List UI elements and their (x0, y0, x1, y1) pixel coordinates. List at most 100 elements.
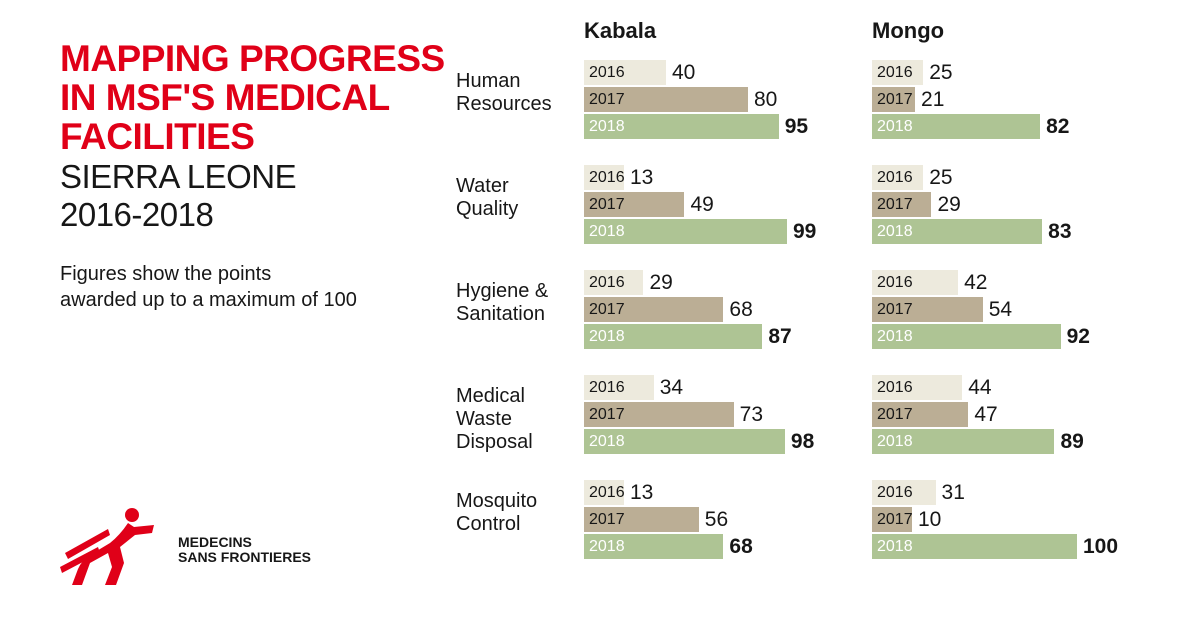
chart-rows: 2016402017802018952016252017212018822016… (584, 60, 1160, 585)
bar-row: 201899 (584, 219, 854, 244)
value-label: 82 (1046, 115, 1069, 139)
bar: 2017 (872, 297, 983, 322)
bar: 2016 (872, 60, 923, 85)
site-block: 201625201729201883 (872, 165, 1142, 270)
year-in-bar: 2016 (877, 484, 913, 502)
value-label: 13 (630, 166, 653, 190)
site-block: 201642201754201892 (872, 270, 1142, 375)
chart-row: 201613201749201899201625201729201883 (584, 165, 1160, 270)
bar: 2018 (872, 429, 1054, 454)
bar: 2017 (584, 87, 748, 112)
bar: 2018 (584, 219, 787, 244)
year-in-bar: 2017 (589, 196, 625, 214)
bar: 2018 (872, 114, 1040, 139)
category-labels-column: HumanResourcesWaterQualityHygiene &Sanit… (456, 18, 576, 627)
value-label: 29 (649, 271, 672, 295)
year-in-bar: 2017 (589, 301, 625, 319)
bar: 2018 (872, 324, 1061, 349)
site-block: 201640201780201895 (584, 60, 854, 165)
caption: Figures show the points awarded up to a … (60, 261, 456, 313)
bar-row: 201882 (872, 114, 1142, 139)
bar: 2016 (872, 375, 962, 400)
bar-row: 201754 (872, 297, 1142, 322)
bar: 2017 (872, 87, 915, 112)
value-label: 68 (729, 535, 752, 559)
bar-row: 2018 83 (872, 219, 1142, 244)
logo-text-line-1: MEDECINS (178, 535, 311, 550)
value-label: 25 (929, 61, 952, 85)
bar: 2016 (584, 375, 654, 400)
bar-row: 2016 31 (872, 480, 1142, 505)
year-in-bar: 2016 (589, 379, 625, 397)
bar-row: 2018 98 (584, 429, 854, 454)
bar-row: 201613 (584, 165, 854, 190)
year-in-bar: 2016 (877, 274, 913, 292)
year-in-bar: 2016 (877, 64, 913, 82)
year-in-bar: 2016 (877, 169, 913, 187)
bar-row: 201642 (872, 270, 1142, 295)
year-in-bar: 2017 (589, 511, 625, 529)
bar-row: 2016 34 (584, 375, 854, 400)
title-line-1: MAPPING PROGRESS (60, 40, 456, 79)
title-line-3: FACILITIES (60, 118, 456, 157)
bar: 2016 (584, 60, 666, 85)
value-label: 89 (1060, 430, 1083, 454)
year-in-bar: 2018 (589, 538, 625, 556)
bar-row: 2017 10 (872, 507, 1142, 532)
year-in-bar: 2017 (589, 91, 625, 109)
site-block: 201634201773201898 (584, 375, 854, 480)
value-label: 44 (968, 376, 991, 400)
category-label-line: Resources (456, 93, 576, 116)
value-label: 31 (942, 481, 965, 505)
value-label: 73 (740, 403, 763, 427)
bar: 2016 (872, 165, 923, 190)
bar: 2018 (584, 429, 785, 454)
bar-row: 201756 (584, 507, 854, 532)
value-label: 92 (1067, 325, 1090, 349)
bar: 2017 (872, 402, 968, 427)
value-label: 21 (921, 88, 944, 112)
value-label: 98 (791, 430, 814, 454)
bar: 2016 (872, 480, 936, 505)
site-header: Mongo (872, 18, 1160, 60)
bar: 2017 (584, 192, 684, 217)
chart-row: 201629201768201887201642201754201892 (584, 270, 1160, 375)
year-in-bar: 2017 (877, 511, 913, 529)
chart-row: 201640201780201895201625201721201882 (584, 60, 1160, 165)
value-label: 13 (630, 481, 653, 505)
year-in-bar: 2018 (589, 433, 625, 451)
bar-row: 2016 13 (584, 480, 854, 505)
year-in-bar: 2018 (589, 118, 625, 136)
bar-row: 201889 (872, 429, 1142, 454)
msf-logo-icon (60, 505, 170, 595)
year-in-bar: 2017 (877, 91, 913, 109)
caption-line-1: Figures show the points (60, 261, 456, 287)
value-label: 47 (974, 403, 997, 427)
value-label: 99 (793, 220, 816, 244)
site-block: 2016312017102018100 (872, 480, 1142, 585)
year-in-bar: 2018 (877, 223, 913, 241)
category-label: MosquitoControl (456, 480, 576, 585)
bar: 2018 (584, 114, 779, 139)
year-in-bar: 2016 (589, 484, 625, 502)
category-label: WaterQuality (456, 165, 576, 270)
bar-row: 201625 (872, 165, 1142, 190)
value-label: 10 (918, 508, 941, 532)
bar: 2016 (584, 480, 624, 505)
bar: 2018 (872, 534, 1077, 559)
bar-row: 2016 25 (872, 60, 1142, 85)
logo-text: MEDECINS SANS FRONTIERES (178, 535, 311, 564)
value-label: 83 (1048, 220, 1071, 244)
bar: 2018 (584, 324, 762, 349)
chart-row: 201634201773201898201644201747201889 (584, 375, 1160, 480)
category-label-line: Medical (456, 385, 576, 408)
year-in-bar: 2016 (589, 64, 625, 82)
category-label-line: Quality (456, 198, 576, 221)
value-label: 29 (937, 193, 960, 217)
value-label: 34 (660, 376, 683, 400)
caption-line-2: awarded up to a maximum of 100 (60, 287, 456, 313)
site-block: 201629201768201887 (584, 270, 854, 375)
value-label: 40 (672, 61, 695, 85)
title-line-2: IN MSF'S MEDICAL (60, 79, 456, 118)
bar-row: 2017 21 (872, 87, 1142, 112)
